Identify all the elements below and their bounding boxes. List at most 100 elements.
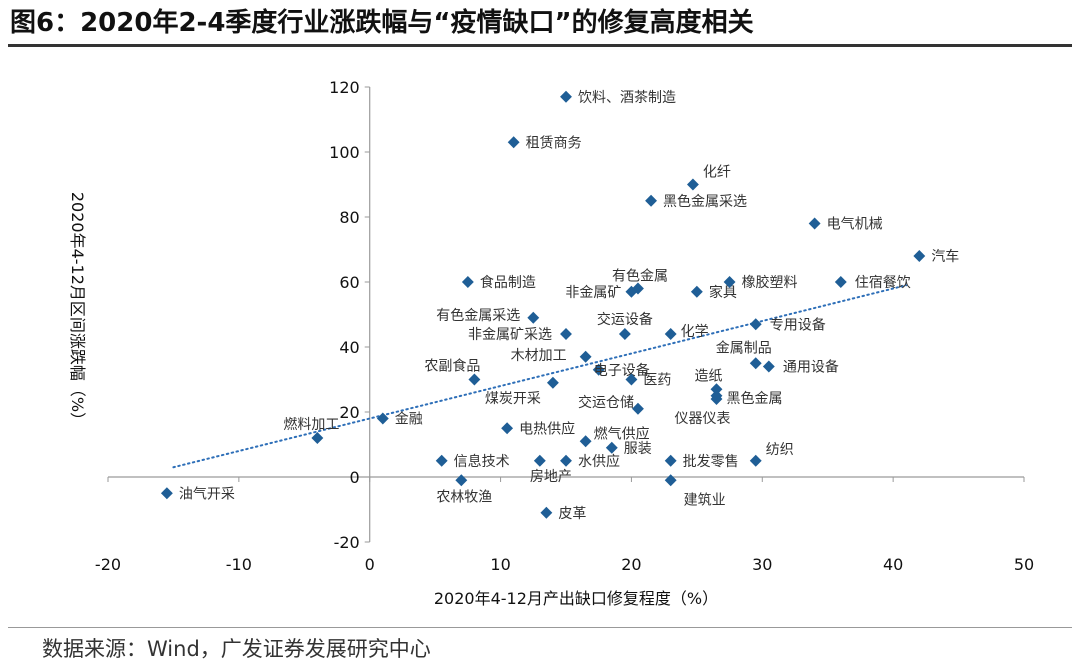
data-point <box>632 402 644 415</box>
y-tick-label: 100 <box>329 143 360 162</box>
data-label: 橡胶塑料 <box>742 274 798 291</box>
data-point <box>533 454 546 467</box>
data-label: 电子设备 <box>594 362 650 379</box>
data-point <box>160 487 173 500</box>
scatter-chart: 2020年4-12月产出缺口修复程度（%） -20 0 20 40 60 80 100 120… <box>68 78 1034 608</box>
source-note: 数据来源：Wind，广发证券发展研究中心 <box>42 637 431 661</box>
data-label: 黑色金属 <box>726 390 782 407</box>
data-point <box>376 412 389 425</box>
data-point <box>461 276 474 288</box>
data-label: 信息技术 <box>454 453 510 470</box>
data-label: 汽车 <box>931 248 959 265</box>
data-point <box>546 376 559 389</box>
data-point <box>710 393 723 405</box>
title-divider <box>8 44 1072 47</box>
data-label: 食品制造 <box>480 274 536 291</box>
data-point <box>592 363 605 376</box>
y-tick-label: -20 <box>334 533 360 552</box>
trendline <box>172 284 908 469</box>
data-label: 专用设备 <box>770 316 826 333</box>
data-label: 纺织 <box>766 442 794 458</box>
data-label: 服装 <box>624 441 652 457</box>
data-label: 煤炭开采 <box>485 391 541 407</box>
data-point <box>560 454 572 467</box>
data-point <box>913 250 926 262</box>
data-point <box>664 474 677 487</box>
data-label: 住宿餐饮 <box>855 274 911 291</box>
y-axis-label: 2020年4-12月区间涨跌幅（%） <box>68 192 87 428</box>
x-tick-label: 50 <box>1014 555 1034 574</box>
data-label: 造纸 <box>694 368 722 384</box>
data-label: 化纤 <box>703 165 731 181</box>
x-tick-label: -10 <box>226 555 252 574</box>
data-label: 非金属矿 <box>565 285 621 301</box>
data-label: 农副食品 <box>424 358 480 375</box>
data-label: 饮料、酒茶制造 <box>578 90 676 106</box>
data-label: 有色金属 <box>612 268 668 285</box>
data-label: 家具 <box>709 284 737 301</box>
data-label: 皮革 <box>558 506 586 522</box>
data-label: 医药 <box>643 373 671 389</box>
data-point <box>686 178 699 191</box>
data-label: 水供应 <box>578 453 620 470</box>
data-point <box>664 454 677 467</box>
data-point <box>560 90 572 103</box>
x-tick-label: 20 <box>621 555 641 574</box>
x-tick-label: 10 <box>490 555 510 574</box>
data-point <box>710 383 723 396</box>
source-divider <box>8 627 1072 628</box>
data-point <box>749 454 762 467</box>
data-label: 交运设备 <box>597 311 653 328</box>
data-label: 批发零售 <box>683 454 739 470</box>
data-label: 通用设备 <box>783 359 839 376</box>
data-point <box>560 328 572 340</box>
data-label: 黑色金属采选 <box>663 193 747 210</box>
y-tick-label: 80 <box>339 208 359 227</box>
data-label: 租赁商务 <box>526 135 582 151</box>
data-point <box>690 285 703 298</box>
data-point <box>605 441 618 454</box>
data-point <box>501 422 514 435</box>
data-label: 电热供应 <box>519 420 575 437</box>
x-tick-label: 30 <box>752 555 772 574</box>
data-point <box>664 328 677 340</box>
data-point <box>540 506 553 519</box>
data-point <box>311 432 324 444</box>
y-tick-label: 20 <box>339 403 359 422</box>
data-label: 非金属矿采选 <box>468 327 552 343</box>
data-point <box>468 373 481 386</box>
data-label: 房地产 <box>530 469 572 485</box>
y-tick-label: 60 <box>339 273 359 292</box>
data-label: 燃气供应 <box>594 425 650 442</box>
data-point <box>749 318 762 331</box>
data-label: 交运仓储 <box>578 394 634 411</box>
data-label: 建筑业 <box>684 492 726 508</box>
data-point <box>435 454 448 467</box>
data-point <box>762 360 775 373</box>
data-label: 金融 <box>395 412 423 428</box>
data-label: 有色金属采选 <box>436 307 520 324</box>
data-point <box>625 373 638 386</box>
data-label: 农林牧渔 <box>436 489 492 505</box>
data-point <box>645 194 657 207</box>
data-point <box>618 328 631 340</box>
y-tick-label: 0 <box>350 468 360 487</box>
x-tick-label: -20 <box>95 555 121 574</box>
y-tick-label: 120 <box>329 78 360 97</box>
data-label: 仪器仪表 <box>674 411 730 427</box>
data-point <box>749 357 762 370</box>
data-label: 电气机械 <box>827 217 883 233</box>
data-point <box>579 350 592 363</box>
data-point <box>834 276 847 288</box>
data-point <box>808 217 821 230</box>
y-tick-label: 40 <box>339 338 359 357</box>
data-point <box>723 276 736 288</box>
data-point <box>507 136 520 149</box>
chart-title: 图6：2020年2-4季度行业涨跌幅与“疫情缺口”的修复高度相关 <box>10 8 754 38</box>
data-label: 油气开采 <box>179 486 235 502</box>
data-point <box>527 311 540 324</box>
data-label: 燃料加工 <box>283 416 339 433</box>
x-tick-label: 40 <box>883 555 903 574</box>
data-label: 化学 <box>681 324 709 340</box>
x-axis-label: 2020年4-12月产出缺口修复程度（%） <box>434 589 718 608</box>
